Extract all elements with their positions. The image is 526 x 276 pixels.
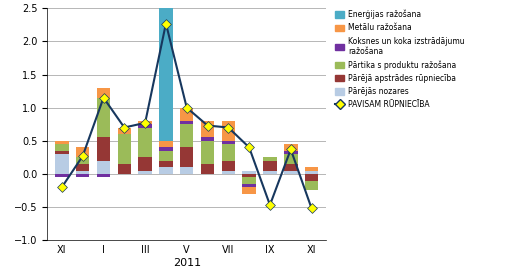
Bar	[76, 164, 89, 171]
Bar	[305, 171, 318, 174]
Point	[307, 206, 316, 211]
Bar	[138, 157, 152, 171]
Point	[266, 203, 274, 207]
Bar	[97, 88, 110, 98]
Bar	[55, 144, 69, 151]
Bar	[284, 171, 298, 174]
Point	[99, 95, 108, 100]
Point	[78, 154, 87, 158]
Bar	[284, 151, 298, 154]
Bar	[263, 161, 277, 171]
Bar	[138, 171, 152, 174]
Bar	[76, 147, 89, 157]
Bar	[221, 141, 235, 144]
Bar	[76, 157, 89, 164]
Bar	[263, 171, 277, 174]
Bar	[284, 154, 298, 164]
Bar	[159, 0, 173, 141]
Bar	[55, 141, 69, 144]
Bar	[159, 167, 173, 174]
Bar	[138, 121, 152, 124]
Bar	[159, 151, 173, 161]
Point	[58, 185, 66, 189]
Bar	[201, 137, 214, 141]
Point	[183, 105, 191, 110]
Bar	[221, 171, 235, 174]
X-axis label: 2011: 2011	[173, 258, 201, 268]
Point	[120, 125, 128, 130]
Bar	[263, 157, 277, 161]
Bar	[242, 177, 256, 184]
Point	[245, 145, 254, 150]
Bar	[138, 124, 152, 128]
Bar	[305, 174, 318, 181]
Bar	[55, 154, 69, 174]
Bar	[180, 108, 194, 121]
Bar	[242, 184, 256, 187]
Bar	[284, 144, 298, 151]
Bar	[55, 151, 69, 154]
Bar	[97, 174, 110, 177]
Bar	[55, 174, 69, 177]
Point	[161, 21, 170, 26]
Bar	[159, 147, 173, 151]
Bar	[117, 128, 131, 134]
Bar	[201, 121, 214, 137]
Bar	[97, 137, 110, 161]
Bar	[159, 141, 173, 147]
Bar	[159, 161, 173, 167]
Bar	[180, 167, 194, 174]
Bar	[97, 98, 110, 137]
Bar	[180, 121, 194, 124]
Point	[287, 147, 295, 152]
Bar	[201, 164, 214, 174]
Bar	[97, 161, 110, 174]
Bar	[138, 128, 152, 157]
Bar	[76, 174, 89, 177]
Point	[204, 123, 212, 128]
Bar	[180, 147, 194, 167]
Bar	[221, 121, 235, 141]
Bar	[117, 164, 131, 174]
Bar	[305, 167, 318, 171]
Bar	[221, 161, 235, 171]
Bar	[242, 174, 256, 177]
Bar	[242, 187, 256, 194]
Bar	[180, 124, 194, 147]
Bar	[117, 134, 131, 164]
Point	[224, 125, 232, 130]
Bar	[201, 141, 214, 164]
Legend: Enerģijas ražošana, Metālu ražošana, Koksnes un koka izstrādājumu
ražošana, Pārt: Enerģijas ražošana, Metālu ražošana, Kok…	[333, 7, 467, 112]
Bar	[76, 171, 89, 174]
Bar	[242, 171, 256, 174]
Point	[141, 121, 149, 125]
Bar	[284, 164, 298, 171]
Bar	[221, 144, 235, 161]
Bar	[305, 181, 318, 190]
